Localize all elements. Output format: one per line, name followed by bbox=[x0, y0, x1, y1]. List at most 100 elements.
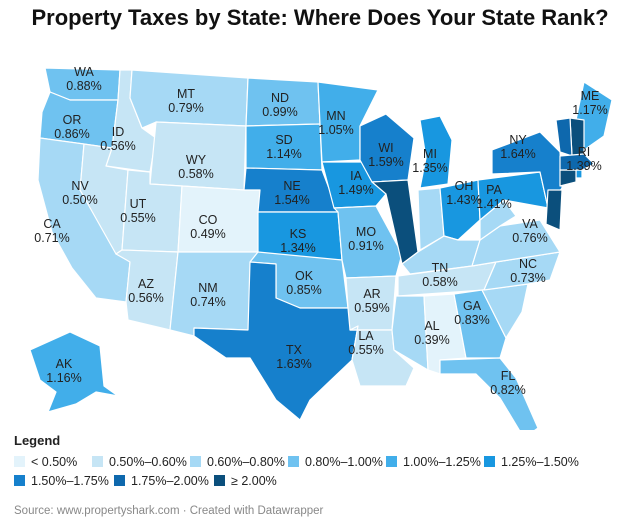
state-value-label: 1.43% bbox=[446, 193, 481, 207]
legend-row: 1.50%–1.75% 1.75%–2.00% ≥ 2.00% bbox=[14, 471, 634, 490]
state-value-label: 1.17% bbox=[572, 103, 607, 117]
legend-item: < 0.50% bbox=[14, 455, 92, 469]
state-ms bbox=[391, 295, 429, 371]
state-co bbox=[177, 185, 261, 253]
state-value-label: 1.35% bbox=[412, 161, 447, 175]
legend-row: < 0.50% 0.50%–0.60% 0.60%–0.80% 0.80%–1.00%… bbox=[14, 452, 634, 471]
state-code-label: WA bbox=[74, 65, 94, 79]
map-title: Property Taxes by State: Where Does Your… bbox=[31, 5, 609, 30]
legend-swatch bbox=[92, 456, 103, 467]
state-value-label: 1.63% bbox=[276, 357, 311, 371]
legend-label: 0.50%–0.60% bbox=[109, 454, 187, 469]
us-choropleth-map: WA0.88%OR0.86%CA0.71%ID0.56%NV0.50%MT0.7… bbox=[29, 65, 613, 430]
state-value-label: 1.34% bbox=[280, 241, 315, 255]
state-code-label: TN bbox=[432, 261, 449, 275]
state-code-label: ID bbox=[112, 125, 125, 139]
state-code-label: WI bbox=[378, 141, 393, 155]
state-code-label: NY bbox=[509, 133, 527, 147]
state-value-label: 0.55% bbox=[120, 211, 155, 225]
state-code-label: AR bbox=[363, 287, 380, 301]
state-code-label: CO bbox=[199, 213, 218, 227]
legend-item: 0.50%–0.60% bbox=[92, 455, 190, 469]
state-code-label: ME bbox=[581, 89, 600, 103]
legend-label: 1.50%–1.75% bbox=[31, 473, 109, 488]
state-value-label: 0.83% bbox=[454, 313, 489, 327]
state-code-label: AK bbox=[56, 357, 73, 371]
state-code-label: NE bbox=[283, 179, 300, 193]
state-code-label: UT bbox=[130, 197, 147, 211]
state-code-label: ND bbox=[271, 91, 289, 105]
state-code-label: OH bbox=[455, 179, 474, 193]
legend-label: 0.60%–0.80% bbox=[207, 454, 285, 469]
state-value-label: 0.59% bbox=[354, 301, 389, 315]
legend-item: 1.50%–1.75% bbox=[14, 474, 114, 488]
state-code-label: NV bbox=[71, 179, 89, 193]
state-code-label: LA bbox=[358, 329, 374, 343]
legend-swatch bbox=[288, 456, 299, 467]
state-code-label: RI bbox=[578, 145, 591, 159]
legend-label: 1.25%–1.50% bbox=[501, 454, 579, 469]
legend-item: 0.80%–1.00% bbox=[288, 455, 386, 469]
state-code-label: KS bbox=[290, 227, 307, 241]
state-code-label: TX bbox=[286, 343, 303, 357]
legend-item: 1.25%–1.50% bbox=[484, 455, 582, 469]
state-code-label: MO bbox=[356, 225, 376, 239]
state-nj bbox=[545, 189, 563, 231]
state-oh bbox=[439, 179, 481, 241]
state-value-label: 1.14% bbox=[266, 147, 301, 161]
state-code-label: PA bbox=[486, 183, 502, 197]
legend-item: 0.60%–0.80% bbox=[190, 455, 288, 469]
state-code-label: AL bbox=[424, 319, 439, 333]
legend-item: ≥ 2.00% bbox=[214, 474, 314, 488]
state-me bbox=[575, 81, 613, 151]
state-code-label: FL bbox=[501, 369, 516, 383]
state-tx bbox=[193, 261, 359, 421]
state-value-label: 1.54% bbox=[274, 193, 309, 207]
legend-swatch bbox=[386, 456, 397, 467]
state-value-label: 1.41% bbox=[476, 197, 511, 211]
state-value-label: 0.82% bbox=[490, 383, 525, 397]
state-value-label: 1.39% bbox=[566, 159, 601, 173]
legend-swatch bbox=[114, 475, 125, 486]
legend-label: < 0.50% bbox=[31, 454, 78, 469]
state-value-label: 0.88% bbox=[66, 79, 101, 93]
state-fl bbox=[439, 357, 539, 430]
state-code-label: OR bbox=[63, 113, 82, 127]
state-code-label: WY bbox=[186, 153, 207, 167]
legend-label: ≥ 2.00% bbox=[231, 473, 277, 488]
state-value-label: 0.85% bbox=[286, 283, 321, 297]
state-value-label: 0.86% bbox=[54, 127, 89, 141]
state-ak bbox=[29, 331, 119, 413]
state-code-label: SD bbox=[275, 133, 292, 147]
state-code-label: OK bbox=[295, 269, 314, 283]
state-value-label: 1.59% bbox=[368, 155, 403, 169]
state-code-label: MI bbox=[423, 147, 437, 161]
legend-swatch bbox=[14, 475, 25, 486]
state-value-label: 0.39% bbox=[414, 333, 449, 347]
legend-swatch bbox=[484, 456, 495, 467]
state-code-label: AZ bbox=[138, 277, 154, 291]
legend-item: 1.00%–1.25% bbox=[386, 455, 484, 469]
state-mi bbox=[419, 115, 453, 189]
legend-label: 0.80%–1.00% bbox=[305, 454, 383, 469]
state-code-label: VA bbox=[522, 217, 538, 231]
state-value-label: 0.49% bbox=[190, 227, 225, 241]
state-value-label: 0.55% bbox=[348, 343, 383, 357]
state-value-label: 1.16% bbox=[46, 371, 81, 385]
state-ga bbox=[453, 289, 507, 359]
legend: < 0.50% 0.50%–0.60% 0.60%–0.80% 0.80%–1.00%… bbox=[14, 452, 634, 490]
state-value-label: 0.79% bbox=[168, 101, 203, 115]
state-pa bbox=[477, 171, 549, 221]
state-ma bbox=[559, 153, 595, 171]
state-value-label: 0.91% bbox=[348, 239, 383, 253]
state-value-label: 0.76% bbox=[512, 231, 547, 245]
state-code-label: NM bbox=[198, 281, 217, 295]
state-code-label: MN bbox=[326, 109, 345, 123]
state-value-label: 0.56% bbox=[128, 291, 163, 305]
state-code-label: MT bbox=[177, 87, 195, 101]
state-code-label: NC bbox=[519, 257, 537, 271]
state-value-label: 0.56% bbox=[100, 139, 135, 153]
source-note: Source: www.propertyshark.com · Created … bbox=[14, 505, 324, 517]
legend-label: 1.75%–2.00% bbox=[131, 473, 209, 488]
state-value-label: 0.58% bbox=[422, 275, 457, 289]
